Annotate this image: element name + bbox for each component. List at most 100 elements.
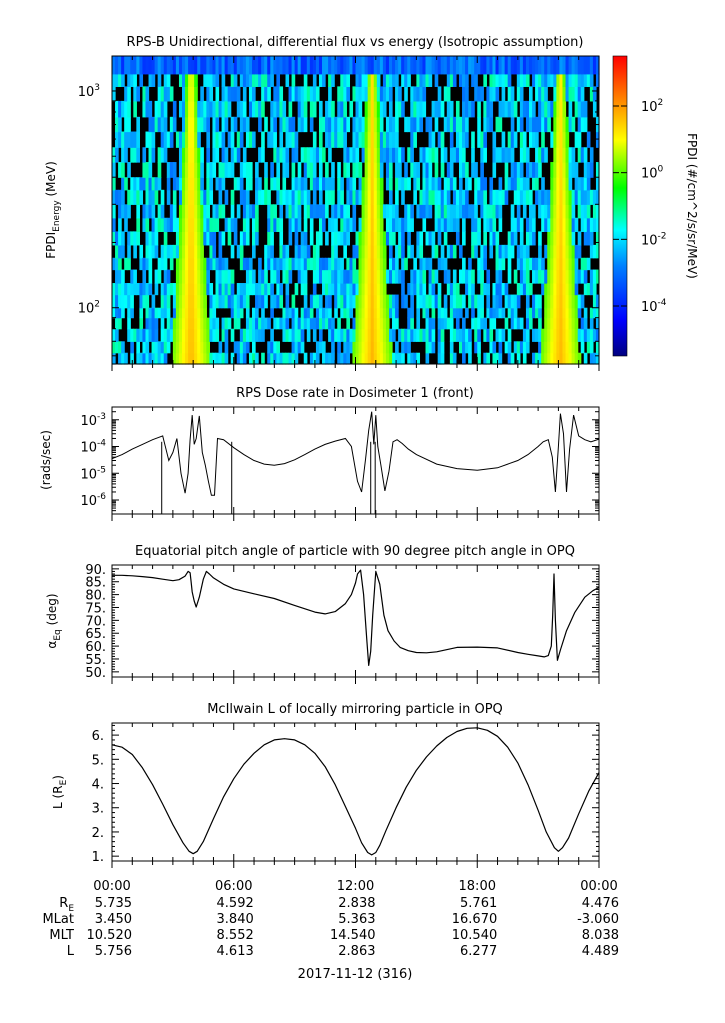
spectrogram-cell: [449, 162, 454, 178]
spectrogram-cell: [133, 73, 137, 87]
spectrogram-cell: [388, 86, 393, 102]
spectrogram-cell: [550, 294, 554, 309]
spectrogram-cell: [395, 352, 399, 365]
spectrogram-cell: [221, 317, 226, 330]
spectrogram-cell: [468, 56, 472, 75]
spectrogram-cell: [458, 73, 463, 87]
spectrogram-cell: [367, 352, 372, 365]
spectrogram-cell: [157, 307, 162, 319]
spectrogram-cell: [361, 217, 366, 232]
spectrogram-cell: [194, 162, 198, 178]
spectrogram-cell: [562, 217, 567, 232]
spectrogram-cell: [364, 86, 369, 102]
spectrogram-cell: [118, 131, 122, 148]
spectrogram-cell: [458, 189, 463, 205]
spectrogram-cell: [337, 100, 341, 118]
spectrogram-cell: [583, 307, 588, 319]
spectrogram-cell: [145, 204, 150, 219]
spectrogram-cell: [322, 269, 326, 284]
spectrogram-cell: [239, 177, 244, 191]
spectrogram-cell: [325, 204, 329, 219]
spectrogram-cell: [358, 177, 363, 191]
spectrogram-cell: [124, 100, 128, 118]
spectrogram-cell: [239, 257, 244, 271]
spectrogram-cell: [395, 177, 399, 191]
spectrogram-cell: [300, 56, 305, 75]
spectrogram-cell: [446, 244, 451, 259]
spectrogram-cell: [148, 283, 153, 296]
spectrogram-cell: [215, 269, 220, 284]
spectrogram-cell: [115, 307, 119, 319]
spectrogram-cell: [148, 328, 153, 342]
spectrogram-cell: [178, 189, 183, 205]
spectrogram-cell: [586, 231, 591, 246]
spectrogram-cell: [352, 269, 357, 284]
spectrogram-cell: [583, 283, 588, 296]
y-tick-label: 103: [78, 83, 100, 100]
spectrogram-cell: [203, 294, 207, 309]
spectrogram-cell: [300, 257, 305, 271]
spectrogram-cell: [407, 283, 411, 296]
spectrogram-cell: [550, 217, 554, 232]
spectrogram-cell: [495, 204, 500, 219]
spectrogram-cell: [166, 189, 171, 205]
spectrogram-cell: [525, 283, 530, 296]
spectrogram-cell: [139, 294, 144, 309]
spectrogram-cell: [449, 56, 454, 75]
spectrogram-cell: [525, 328, 530, 342]
spectrogram-cell: [495, 86, 500, 102]
spectrogram-cell: [592, 100, 597, 118]
spectrogram-cell: [352, 147, 357, 163]
spectrogram-cell: [538, 86, 542, 102]
spectrogram-cell: [574, 317, 579, 330]
spectrogram-cell: [398, 328, 402, 342]
spectrogram-cell: [151, 317, 156, 330]
spectrogram-cell: [379, 86, 384, 102]
spectrogram-cell: [425, 147, 430, 163]
spectrogram-cell: [416, 269, 421, 284]
spectrogram-cell: [486, 204, 491, 219]
spectrogram-cell: [416, 283, 421, 296]
y-tick-label: 1.: [92, 850, 104, 865]
spectrogram-cell: [556, 73, 561, 87]
spectrogram-cell: [589, 231, 594, 246]
spectrogram-cell: [562, 131, 567, 148]
spectrogram-cell: [498, 352, 503, 365]
spectrogram-cell: [489, 100, 494, 118]
spectrogram-cell: [294, 189, 299, 205]
spectrogram-cell: [568, 257, 573, 271]
spectrogram-cell: [398, 269, 402, 284]
ephemeris-row-label: MLat: [42, 912, 74, 927]
spectrogram-cell: [398, 217, 402, 232]
spectrogram-cell: [264, 244, 268, 259]
spectrogram-cell: [547, 341, 551, 354]
spectrogram-cell: [419, 231, 424, 246]
spectrogram-cell: [264, 317, 268, 330]
spectrogram-cell: [382, 204, 387, 219]
spectrogram-cell: [297, 100, 302, 118]
spectrogram-cell: [355, 328, 360, 342]
spectrogram-cell: [404, 294, 408, 309]
spectrogram-cell: [565, 189, 570, 205]
spectrogram-cell: [276, 294, 281, 309]
spectrogram-cell: [197, 162, 201, 178]
spectrogram-cell: [535, 294, 539, 309]
spectrogram-cell: [163, 86, 168, 102]
spectrogram-cell: [352, 162, 357, 178]
spectrogram-cell: [121, 352, 125, 365]
spectrogram-cell: [547, 244, 551, 259]
spectrogram-cell: [553, 177, 557, 191]
spectrogram-cell: [121, 244, 125, 259]
spectrogram-cell: [206, 317, 210, 330]
spectrogram-cell: [568, 73, 573, 87]
spectrogram-cell: [312, 269, 317, 284]
spectrogram-cell: [175, 269, 180, 284]
spectrogram-cell: [574, 244, 579, 259]
spectrogram-cell: [370, 131, 375, 148]
dose-frame: [111, 406, 600, 515]
spectrogram-cell: [428, 257, 433, 271]
spectrogram-cell: [145, 328, 150, 342]
spectrogram-cell: [331, 231, 335, 246]
spectrogram-cell: [583, 162, 588, 178]
spectrogram-title: RPS-B Unidirectional, differential flux …: [127, 35, 584, 50]
